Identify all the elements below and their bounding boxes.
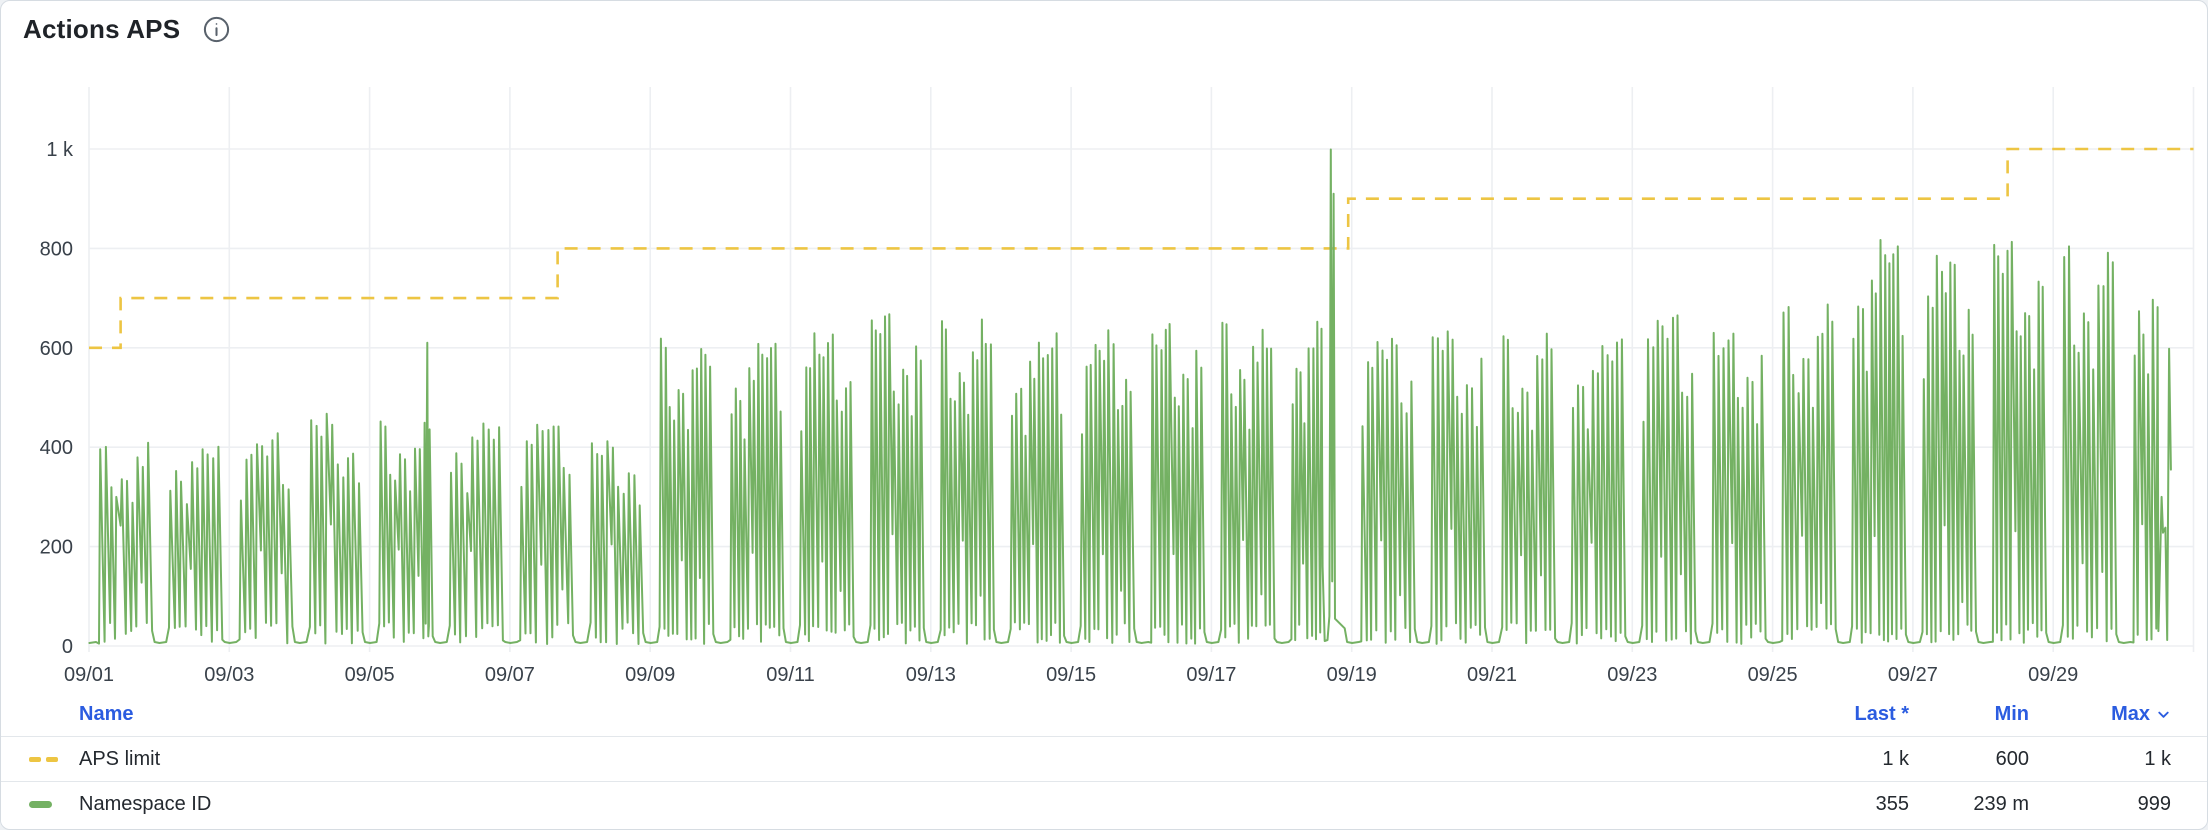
- svg-text:09/09: 09/09: [625, 664, 675, 686]
- series-label-aps-limit: APS limit: [79, 747, 161, 770]
- panel-header: Actions APS: [23, 14, 231, 45]
- column-header-name[interactable]: Name: [79, 703, 134, 725]
- namespace-id-line[interactable]: [88, 148, 2172, 645]
- legend-table: Name Last * Min Max APS limit 1 k 600 1 …: [1, 693, 2207, 826]
- aps-limit-swatch: [29, 756, 63, 762]
- svg-text:400: 400: [40, 437, 73, 459]
- svg-text:09/29: 09/29: [2028, 664, 2078, 686]
- column-header-max-label: Max: [2111, 703, 2150, 725]
- svg-text:09/03: 09/03: [204, 664, 254, 686]
- namespace-id-max-value: 999: [2137, 792, 2171, 815]
- svg-text:09/01: 09/01: [64, 664, 114, 686]
- namespace-id-swatch: [29, 800, 63, 808]
- svg-text:09/23: 09/23: [1607, 664, 1657, 686]
- column-header-last[interactable]: Last *: [1854, 703, 1909, 725]
- chevron-down-icon: [2158, 711, 2169, 718]
- info-icon[interactable]: [202, 15, 231, 44]
- x-axis-labels: 09/01 09/03 09/05 09/07 09/09 09/11 09/13 09/15…: [64, 664, 2078, 686]
- aps-limit-line[interactable]: [89, 147, 2194, 350]
- svg-text:09/25: 09/25: [1748, 664, 1798, 686]
- series-label-namespace-id: Namespace ID: [79, 792, 212, 815]
- svg-text:09/13: 09/13: [906, 664, 956, 686]
- page-title: Actions APS: [23, 14, 181, 44]
- svg-text:09/27: 09/27: [1888, 664, 1938, 686]
- svg-text:600: 600: [40, 338, 73, 360]
- svg-text:09/19: 09/19: [1327, 664, 1377, 686]
- svg-text:09/17: 09/17: [1186, 664, 1236, 686]
- legend-row-aps-limit[interactable]: APS limit 1 k 600 1 k: [1, 736, 2207, 781]
- svg-text:800: 800: [40, 238, 73, 260]
- column-header-max[interactable]: Max: [2029, 703, 2171, 726]
- svg-text:09/21: 09/21: [1467, 664, 1517, 686]
- aps-limit-last-value: 1 k: [1882, 747, 1909, 770]
- gridlines: [88, 87, 2195, 652]
- svg-text:1 k: 1 k: [46, 139, 74, 161]
- namespace-id-min-value: 239 m: [1973, 792, 2029, 815]
- legend-header-row: Name Last * Min Max: [1, 693, 2207, 736]
- column-header-min[interactable]: Min: [1994, 703, 2029, 725]
- svg-text:09/11: 09/11: [766, 664, 815, 686]
- svg-text:200: 200: [40, 537, 73, 559]
- svg-text:0: 0: [62, 636, 73, 658]
- svg-text:09/15: 09/15: [1046, 664, 1096, 686]
- aps-limit-max-value: 1 k: [2144, 747, 2171, 770]
- legend-row-namespace-id[interactable]: Namespace ID 355 239 m 999: [1, 781, 2207, 826]
- aps-limit-min-value: 600: [1995, 747, 2029, 770]
- svg-text:09/07: 09/07: [485, 664, 535, 686]
- namespace-id-last-value: 355: [1875, 792, 1909, 815]
- y-axis-labels: 0 200 400 600 800 1 k: [40, 139, 74, 658]
- svg-text:09/05: 09/05: [345, 664, 395, 686]
